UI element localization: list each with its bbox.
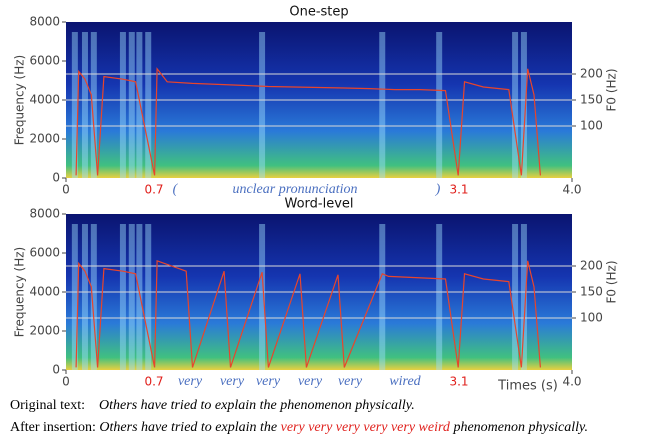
annotation: very <box>220 374 245 389</box>
caption-inserted: After insertion: Others have tried to ex… <box>10 420 588 436</box>
annotation: very <box>298 374 323 389</box>
annotation: ) <box>435 182 441 197</box>
caption-label: Original text: <box>10 398 86 413</box>
y-tick-label: 8000 <box>29 15 60 29</box>
y-tick-label: 4000 <box>29 285 60 299</box>
spectrogram-band <box>436 224 443 370</box>
caption-label: After insertion: <box>10 420 96 435</box>
x-tick-label: 0 <box>62 183 70 197</box>
y2-tick-label: 150 <box>580 93 603 107</box>
annotation: very <box>256 374 281 389</box>
annotation: wired <box>389 374 421 389</box>
spectrogram-band <box>119 224 126 370</box>
y2-axis-label: F0 (Hz) <box>605 68 619 111</box>
spectrogram-band <box>512 224 519 370</box>
spectrogram-band <box>145 224 152 370</box>
spectrogram-band <box>90 224 97 370</box>
y2-tick-label: 200 <box>580 67 603 81</box>
annotation: very <box>338 374 363 389</box>
spectrogram-band <box>379 224 386 370</box>
y2-axis-label: F0 (Hz) <box>605 260 619 303</box>
spectrogram-band <box>81 224 88 370</box>
annotation: 0.7 <box>144 375 163 389</box>
spectrogram-band <box>71 32 78 178</box>
annotation: 0.7 <box>144 183 163 197</box>
x-tick-label: 0 <box>62 375 70 389</box>
spectrogram-band <box>71 224 78 370</box>
chart-title: Word-level <box>284 197 353 212</box>
x-tick-label: 4.0 <box>562 183 581 197</box>
spectrogram-band <box>145 32 152 178</box>
spectrogram-band <box>520 224 527 370</box>
spectrogram-band <box>259 32 266 178</box>
y-tick-label: 2000 <box>29 132 60 146</box>
caption-highlight: very very very very very weird <box>280 420 450 435</box>
f0-line <box>75 259 541 368</box>
annotation: 3.1 <box>449 183 468 197</box>
spectrogram-band <box>136 32 143 178</box>
y-tick-label: 6000 <box>29 54 60 68</box>
caption-text: Others have tried to explain the <box>99 420 278 435</box>
spectrogram-band <box>128 224 135 370</box>
y2-tick-label: 100 <box>580 119 603 133</box>
spectrogram-band <box>259 224 266 370</box>
annotation: 3.1 <box>449 375 468 389</box>
y-tick-label: 0 <box>52 363 60 377</box>
spectrogram-band <box>81 32 88 178</box>
spectrogram-band <box>136 224 143 370</box>
x-tick-label: 4.0 <box>562 375 581 389</box>
y-tick-label: 2000 <box>29 324 60 338</box>
caption-original: Original text: Others have tried to expl… <box>10 398 415 414</box>
y-tick-label: 8000 <box>29 207 60 221</box>
y-axis-label: Frequency (Hz) <box>13 247 27 338</box>
spectrogram-band <box>520 32 527 178</box>
spectrogram-band <box>119 32 126 178</box>
y-tick-label: 4000 <box>29 93 60 107</box>
spectrogram-band <box>379 32 386 178</box>
spectrogram-band <box>128 32 135 178</box>
y-tick-label: 6000 <box>29 246 60 260</box>
annotation: very <box>178 374 203 389</box>
spectrogram-band <box>436 32 443 178</box>
y2-tick-label: 100 <box>580 311 603 325</box>
spectrogram-band <box>512 32 519 178</box>
caption-text: phenomenon physically. <box>453 420 588 435</box>
chart-title: One-step <box>289 5 348 20</box>
y2-tick-label: 150 <box>580 285 603 299</box>
caption-text: Others have tried to explain the phenome… <box>99 398 415 413</box>
y2-tick-label: 200 <box>580 259 603 273</box>
y-tick-label: 0 <box>52 171 60 185</box>
x-axis-label: Times (s) <box>497 379 558 393</box>
annotation: unclear pronunciation <box>232 182 357 197</box>
annotation: ( <box>173 182 179 197</box>
y-axis-label: Frequency (Hz) <box>13 55 27 146</box>
f0-line <box>75 67 541 176</box>
spectrogram-band <box>90 32 97 178</box>
